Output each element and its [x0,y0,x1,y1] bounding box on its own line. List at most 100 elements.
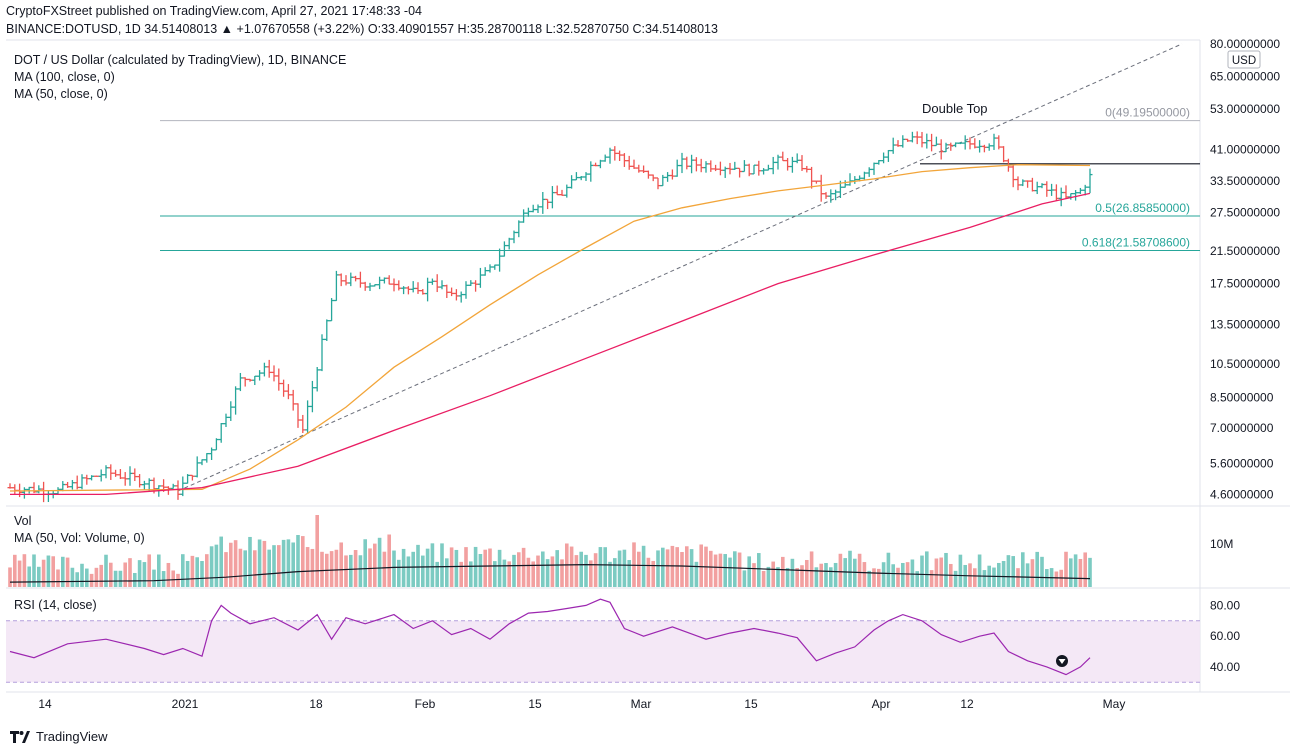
volume-bar [17,560,22,587]
volume-bar [819,563,823,587]
volume-bar [233,540,238,587]
chart-header-publisher: CryptoFXStreet published on TradingView.… [6,4,422,18]
volume-bar [761,570,766,587]
volume-bar [459,561,463,587]
volume-bar [13,554,17,587]
volume-bar [824,563,828,587]
volume-bar [171,570,175,587]
volume-bar [286,539,291,587]
volume-bar [8,567,12,587]
volume-bar [785,567,790,587]
legend-symbol: DOT / US Dollar (calculated by TradingVi… [14,53,347,67]
volume-bar [617,550,622,587]
volume-bar [454,549,459,587]
volume-bar [392,550,396,587]
volume-bar [310,548,315,587]
volume-bar [1016,568,1020,587]
ma50-line [9,164,1091,492]
volume-bar [377,537,382,587]
volume-bar [267,549,271,587]
volume-bar [464,547,468,587]
volume-bar [253,550,257,587]
volume-bar [497,549,502,587]
volume-bar [569,546,574,587]
volume-bar [445,558,449,587]
volume-bar [661,547,665,587]
volume-bar [373,543,377,587]
volume-bar [584,554,588,587]
volume-bar [517,552,521,587]
volume-bar [329,551,334,587]
volume-bar [829,567,833,587]
volume-bar [305,547,310,587]
volume-bar [872,568,876,587]
volume-bar [680,552,684,587]
volume-bar [358,555,363,587]
volume-bar [176,573,180,587]
volume-ma-label: MA (50, Vol: Volume, 0) [14,531,145,545]
volume-bar [1001,560,1006,587]
price-axis-tick: 33.50000000 [1210,174,1280,188]
volume-bar [992,567,996,587]
volume-bar [382,551,387,587]
currency-badge-box [1227,50,1261,69]
price-axis-tick: 8.50000000 [1210,391,1274,405]
volume-bar [925,551,929,587]
volume-bar [320,551,324,587]
volume-bar [545,559,550,587]
volume-bar [699,544,703,587]
rsi-down-arrow-glyph [1058,659,1066,664]
volume-bar [27,566,31,587]
volume-bar [507,561,511,587]
volume-bar [800,565,804,587]
rsi-axis-tick: 60.00 [1210,629,1240,643]
double-top-annotation: Double Top [922,101,988,116]
volume-bar [248,536,252,587]
volume-bar [425,548,430,587]
volume-bar [109,562,113,587]
volume-bar [483,549,487,587]
volume-bar [910,559,915,587]
volume-bar [37,566,41,587]
volume-bar [1021,552,1025,587]
volume-bar [166,562,171,587]
volume-bar [502,559,507,587]
volume-bar [886,552,891,587]
volume-bar [934,558,939,587]
volume-bar [75,572,79,587]
volume-bar [51,556,55,587]
x-axis-tick: 2021 [172,697,199,711]
volume-bar [214,544,219,587]
volume-bar [1088,557,1092,587]
volume-bar [766,566,771,587]
volume-bar [1006,555,1011,587]
volume-bar [848,550,852,587]
volume-bar [579,551,583,587]
volume-bar [814,567,819,587]
volume-bar [368,548,372,587]
volume-bar [531,561,535,587]
price-axis-tick: 27.50000000 [1210,205,1280,219]
volume-bar [646,557,651,587]
volume-bar [1078,558,1083,587]
volume-bar [920,555,924,587]
volume-bar [219,536,223,587]
volume-bar [493,561,497,587]
volume-bar [1040,556,1044,587]
volume-bar [622,549,627,587]
volume-bar [229,542,233,587]
x-axis-tick: 15 [744,697,758,711]
volume-bar [94,567,99,587]
tradingview-logo-icon [10,730,30,744]
volume-bar [406,556,411,587]
footer-brand: TradingView [10,729,108,744]
volume-bar [637,551,641,587]
x-axis-tick: 15 [528,697,542,711]
volume-bar [1025,563,1030,587]
volume-bar [1011,556,1015,587]
volume-bar [113,570,118,587]
volume-bar [32,554,36,587]
volume-bar [555,550,559,587]
volume-axis-tick: 10M [1210,537,1233,551]
